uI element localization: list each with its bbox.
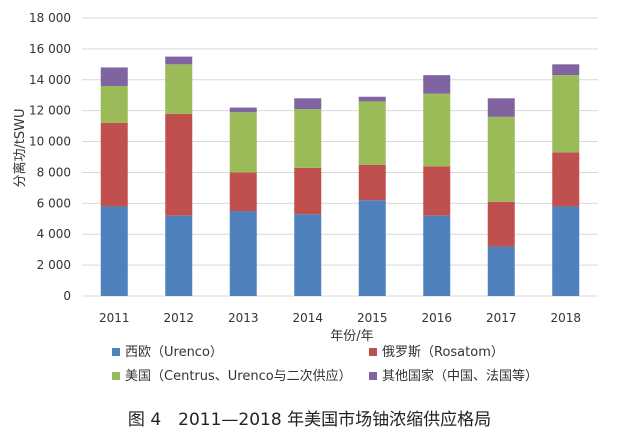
bar-segment — [552, 152, 580, 207]
y-tick-label: 18 000 — [29, 11, 71, 25]
y-tick-label: 16 000 — [29, 42, 71, 56]
y-tick-label: 10 000 — [29, 135, 71, 149]
legend-label: 西欧（Urenco） — [125, 345, 223, 360]
y-tick-label: 12 000 — [29, 104, 71, 118]
bar-segment — [358, 96, 386, 102]
bar-segment — [423, 215, 451, 296]
y-tick-label: 4 000 — [37, 227, 71, 241]
y-tick-label: 8 000 — [37, 165, 71, 179]
bar-segment — [229, 107, 257, 113]
bars — [100, 56, 580, 296]
figure-caption: 图 4 2011—2018 年美国市场铀浓缩供应格局 — [128, 410, 491, 430]
legend-label: 其他国家（中国、法国等） — [382, 368, 538, 384]
bar-segment — [229, 211, 257, 296]
bar-segment — [423, 93, 451, 167]
bar-segment — [165, 64, 193, 114]
bar-segment — [294, 214, 322, 296]
x-tick-label: 2012 — [163, 311, 194, 325]
x-tick-label: 2015 — [357, 311, 388, 325]
bar-segment — [423, 75, 451, 94]
bar-segment — [358, 101, 386, 165]
bar-segment — [552, 206, 580, 296]
legend-swatch — [369, 372, 377, 380]
bar-segment — [294, 98, 322, 110]
legend: 西欧（Urenco） 俄罗斯（Rosatom） 美国（Centrus、Urenco与… — [112, 345, 538, 384]
bar-segment — [100, 67, 128, 86]
legend-label: 俄罗斯（Rosatom） — [382, 345, 504, 360]
legend-swatch — [112, 372, 120, 380]
bar-segment — [100, 85, 128, 124]
y-tick-label: 6 000 — [37, 196, 71, 210]
bar-segment — [294, 167, 322, 215]
y-tick-label: 14 000 — [29, 73, 71, 87]
legend-swatch — [369, 348, 377, 356]
x-axis-title: 年份/年 — [330, 329, 373, 344]
x-tick-label: 2011 — [99, 311, 130, 325]
bar-segment — [165, 113, 193, 216]
y-tick-label: 0 — [63, 289, 71, 303]
y-tick-label: 2 000 — [37, 258, 71, 272]
bar-segment — [487, 98, 515, 117]
bar-segment — [552, 64, 580, 76]
legend-swatch — [112, 348, 120, 356]
bar-segment — [552, 75, 580, 153]
bar-segment — [229, 172, 257, 212]
x-tick-label: 2016 — [421, 311, 452, 325]
bar-segment — [100, 206, 128, 296]
gridlines — [82, 17, 598, 297]
x-tick-label: 2013 — [228, 311, 259, 325]
x-tick-label: 2014 — [292, 311, 323, 325]
bar-segment — [229, 112, 257, 173]
bar-segment — [487, 246, 515, 296]
x-tick-label: 2018 — [550, 311, 581, 325]
legend-label: 美国（Centrus、Urenco与二次供应） — [125, 368, 352, 384]
bar-segment — [100, 123, 128, 207]
bar-segment — [358, 200, 386, 296]
bar-segment — [358, 164, 386, 201]
x-axis-ticks: 2011 2012 2013 2014 2015 2016 2017 2018 — [99, 311, 581, 325]
y-axis-ticks: 0 2 000 4 000 6 000 8 000 10 000 12 000 14 000 1… — [29, 11, 71, 303]
bar-segment — [294, 109, 322, 168]
bar-segment — [487, 201, 515, 247]
bar-segment — [423, 166, 451, 216]
bar-segment — [165, 56, 193, 65]
x-tick-label: 2017 — [486, 311, 517, 325]
bar-segment — [487, 116, 515, 202]
y-axis-title: 分离功/tSWU — [12, 108, 28, 187]
bar-segment — [165, 215, 193, 296]
